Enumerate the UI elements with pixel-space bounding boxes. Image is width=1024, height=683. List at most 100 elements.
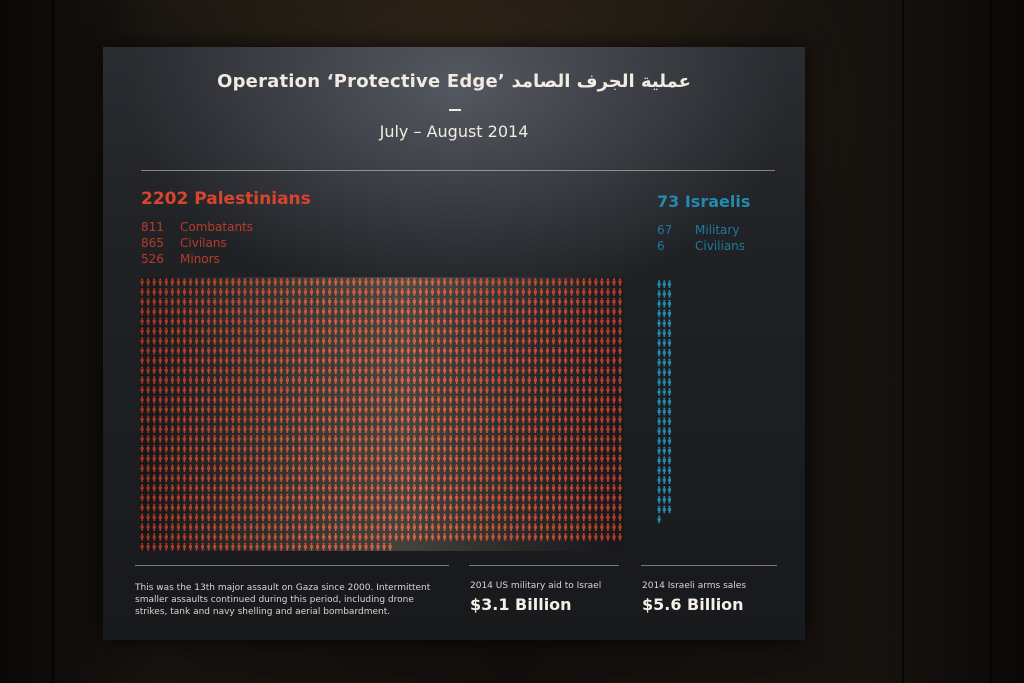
israeli-figure (667, 436, 672, 445)
breakdown-label: Civilans (180, 236, 227, 250)
israeli-figure (657, 436, 661, 445)
israeli-figure (662, 407, 666, 416)
israeli-figure (657, 456, 661, 465)
israeli-figure (657, 289, 661, 298)
israeli-figure (657, 319, 661, 328)
israeli-figure (667, 299, 672, 308)
israeli-figure (657, 348, 661, 357)
israeli-figure (657, 309, 661, 318)
israeli-figure (662, 397, 666, 406)
israelis-breakdown: 67 Military 6 Civilians (657, 222, 745, 254)
israeli-figure (662, 309, 666, 318)
israeli-figure (657, 299, 661, 308)
breakdown-label: Military (695, 223, 740, 237)
israeli-figure (662, 348, 666, 357)
israeli-figure (657, 397, 661, 406)
breakdown-row-combatants: 811 Combatants (141, 219, 253, 235)
israeli-figure (657, 505, 661, 514)
israeli-figure (662, 456, 666, 465)
israeli-figure (657, 280, 661, 288)
israeli-figure (667, 397, 672, 406)
israeli-figure (662, 368, 666, 377)
breakdown-row-minors: 526 Minors (141, 251, 253, 267)
israeli-figure (667, 466, 672, 475)
breakdown-value: 811 (141, 220, 164, 234)
bottom-divider-left (135, 565, 449, 566)
arms-sales-value: $5.6 Billion (642, 595, 744, 614)
breakdown-row-military: 67 Military (657, 222, 745, 238)
israeli-figure (662, 417, 666, 426)
panel-subtitle: July – August 2014 (379, 122, 529, 141)
israeli-figure (657, 338, 661, 347)
israeli-figure (667, 348, 672, 357)
us-aid-value: $3.1 Billion (470, 595, 572, 614)
israeli-figure (667, 427, 672, 435)
israeli-figure (667, 456, 672, 465)
israeli-figure (667, 289, 672, 298)
israeli-figure (662, 495, 666, 504)
israeli-figure (662, 427, 666, 435)
israeli-figure (657, 515, 661, 524)
israeli-figure (657, 407, 661, 416)
israeli-figure (667, 368, 672, 377)
israeli-figure (657, 368, 661, 377)
israeli-figure (667, 358, 672, 367)
breakdown-label: Minors (180, 252, 220, 266)
breakdown-value: 526 (141, 252, 164, 266)
lighting-overlay (140, 277, 624, 551)
israeli-figure (662, 280, 666, 288)
israeli-figure (657, 485, 661, 494)
israeli-figure (657, 495, 661, 504)
title-dash (449, 109, 461, 111)
israeli-figure (657, 387, 661, 396)
breakdown-row-civilans: 865 Civilans (141, 235, 253, 251)
israeli-figure (662, 505, 666, 514)
israeli-figure (657, 358, 661, 367)
arms-sales-label: 2014 Israeli arms sales (642, 581, 747, 591)
israeli-figure (657, 417, 661, 426)
israeli-figure (667, 417, 672, 426)
palestinians-heading: 2202 Palestinians (141, 189, 311, 209)
israeli-figure (662, 329, 666, 337)
israeli-figure (662, 466, 666, 475)
israeli-figure (657, 446, 661, 455)
israeli-figure (662, 358, 666, 367)
israeli-figure (667, 485, 672, 494)
israeli-figures (657, 280, 672, 524)
israeli-figure (657, 427, 661, 435)
israeli-figure (662, 338, 666, 347)
israeli-figure (667, 319, 672, 328)
top-divider (141, 170, 775, 171)
casualty-figure-grid (140, 277, 672, 551)
us-aid-label: 2014 US military aid to Israel (470, 581, 602, 591)
israeli-figure (667, 476, 672, 484)
israeli-figure (667, 378, 672, 386)
israelis-heading: 73 Israelis (657, 192, 751, 211)
breakdown-row-civilians: 6 Civilians (657, 238, 745, 254)
israeli-figure (667, 446, 672, 455)
breakdown-label: Civilians (695, 239, 746, 253)
israeli-figure (662, 319, 666, 328)
israeli-figure (667, 407, 672, 416)
exhibit-panel: Operation ‘Protective Edge’ عملية الجرف … (103, 47, 805, 640)
context-note: This was the 13th major assault on Gaza … (135, 583, 431, 617)
breakdown-value: 6 (657, 239, 665, 253)
breakdown-label: Combatants (180, 220, 254, 234)
israeli-figure (662, 378, 666, 386)
israeli-figure (667, 280, 672, 288)
panel-title: Operation ‘Protective Edge’ عملية الجرف … (217, 71, 691, 92)
bottom-divider-right (641, 565, 777, 566)
israeli-figure (662, 476, 666, 484)
israeli-figure (662, 485, 666, 494)
israeli-figure (667, 495, 672, 504)
israeli-figure (662, 446, 666, 455)
breakdown-value: 67 (657, 223, 673, 237)
breakdown-value: 865 (141, 236, 164, 250)
wall-seam (902, 0, 904, 683)
israeli-figure (667, 338, 672, 347)
israeli-figure (657, 466, 661, 475)
israeli-figure (662, 387, 666, 396)
israeli-figure (662, 299, 666, 308)
israeli-figure (662, 289, 666, 298)
israeli-figure (662, 436, 666, 445)
